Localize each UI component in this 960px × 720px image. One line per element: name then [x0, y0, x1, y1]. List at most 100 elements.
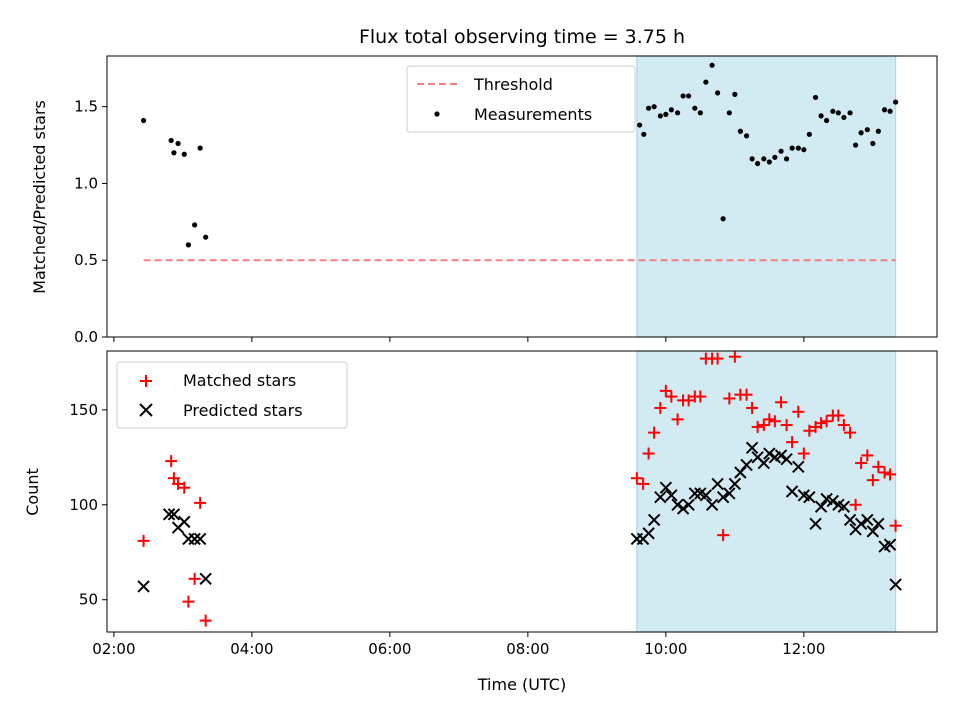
matched-star-point	[682, 394, 695, 407]
observing-span-shade	[636, 55, 897, 338]
measurement-point	[852, 142, 859, 148]
matched-star-point	[694, 390, 707, 403]
top-y-axis-label: Matched/Predicted stars	[30, 100, 49, 294]
top-shaded-span	[636, 55, 897, 338]
top-legend: Threshold Measurements	[406, 65, 636, 133]
measurement-point	[858, 130, 864, 136]
measurement-point	[168, 137, 174, 144]
measurement-point	[864, 127, 870, 133]
measurement-point	[732, 91, 738, 97]
predicted-star-point	[723, 487, 736, 500]
measurement-point	[203, 234, 209, 240]
measurement-point	[743, 133, 750, 139]
predicted-star-point	[745, 441, 759, 455]
predicted-legend-swatch	[139, 403, 153, 417]
measurement-point	[789, 145, 795, 151]
matched-star-point	[889, 519, 902, 532]
bottom-y-ticks: 50 100 150	[69, 401, 107, 609]
matched-stars-series	[137, 350, 902, 627]
matched-star-point	[884, 468, 897, 481]
predicted-star-point	[665, 489, 678, 502]
measurement-point	[175, 140, 181, 147]
bottom-y-tick-label: 100	[69, 496, 98, 514]
measurement-point	[181, 151, 187, 157]
measurement-point	[692, 105, 698, 111]
measurement-point	[185, 242, 192, 248]
predicted-star-point	[728, 477, 742, 491]
matched-star-point	[837, 419, 850, 432]
predicted-star-point	[866, 525, 880, 538]
x-tick-label: 04:00	[230, 640, 273, 658]
predicted-star-point	[814, 500, 828, 513]
bottom-x-ticks: 02:00 04:00 06:00 08:00 10:00 12:00	[92, 632, 825, 658]
matched-star-point	[165, 455, 178, 468]
predicted-star-point	[740, 458, 753, 472]
matched-star-point	[861, 449, 874, 462]
measurement-point	[749, 156, 755, 162]
matched-star-point	[832, 409, 845, 422]
measurement-point	[824, 117, 830, 124]
predicted-star-point	[199, 572, 212, 586]
bottom-y-axis-label: Count	[23, 468, 42, 516]
matched-star-point	[768, 415, 781, 428]
matched-star-point	[872, 460, 885, 473]
predicted-star-point	[826, 494, 840, 508]
measurement-point	[881, 107, 888, 113]
measurement-point	[697, 110, 703, 116]
predicted-star-point	[792, 460, 805, 474]
predicted-star-point	[699, 489, 713, 502]
x-tick-label: 10:00	[644, 640, 687, 658]
measurement-point	[686, 93, 692, 99]
measurement-point	[651, 104, 657, 110]
measurement-point	[830, 108, 836, 114]
measurement-point	[663, 111, 669, 117]
top-y-tick-label: 0.0	[74, 328, 98, 346]
measurement-point	[680, 93, 686, 99]
matched-star-point	[723, 392, 736, 405]
measurement-point	[755, 160, 761, 167]
predicted-star-point	[883, 538, 897, 551]
predicted-star-point	[682, 498, 695, 511]
matched-star-point	[751, 420, 764, 433]
predicted-star-point	[757, 456, 771, 470]
measurement-point	[778, 148, 784, 154]
predicted-star-point	[178, 515, 191, 529]
predicted-star-point	[889, 578, 902, 591]
measurement-point	[646, 105, 652, 111]
matched-star-point	[803, 424, 816, 437]
matched-star-point	[178, 481, 191, 494]
measurement-point	[709, 62, 715, 68]
predicted-stars-series	[137, 441, 902, 593]
measurement-point	[726, 110, 732, 116]
measurements-legend-label: Measurements	[474, 105, 592, 124]
measurement-point	[720, 216, 726, 222]
measurement-point	[171, 150, 177, 156]
predicted-star-point	[837, 500, 851, 513]
predicted-star-point	[188, 532, 201, 546]
predicted-star-point	[167, 508, 181, 521]
predicted-star-point	[785, 485, 799, 498]
matched-star-point	[182, 595, 195, 608]
predicted-star-point	[137, 580, 150, 593]
measurement-point	[818, 113, 824, 119]
predicted-star-point	[659, 481, 673, 494]
matched-star-point	[671, 413, 684, 426]
top-y-tick-label: 1.0	[74, 174, 98, 192]
matched-star-point	[780, 419, 793, 432]
measurement-point	[637, 122, 643, 128]
matched-star-point	[137, 534, 150, 547]
measurement-point	[870, 140, 876, 147]
measurement-point	[766, 159, 772, 165]
measurement-point	[657, 113, 663, 119]
predicted-star-point	[854, 517, 868, 530]
matched-star-point	[866, 474, 879, 487]
matched-star-point	[188, 572, 201, 585]
bottom-y-tick-label: 150	[69, 401, 98, 419]
matched-star-point	[654, 401, 667, 414]
matched-star-point	[637, 477, 650, 490]
matched-star-point	[648, 426, 661, 439]
matched-star-point	[659, 384, 672, 397]
predicted-star-point	[671, 498, 684, 511]
